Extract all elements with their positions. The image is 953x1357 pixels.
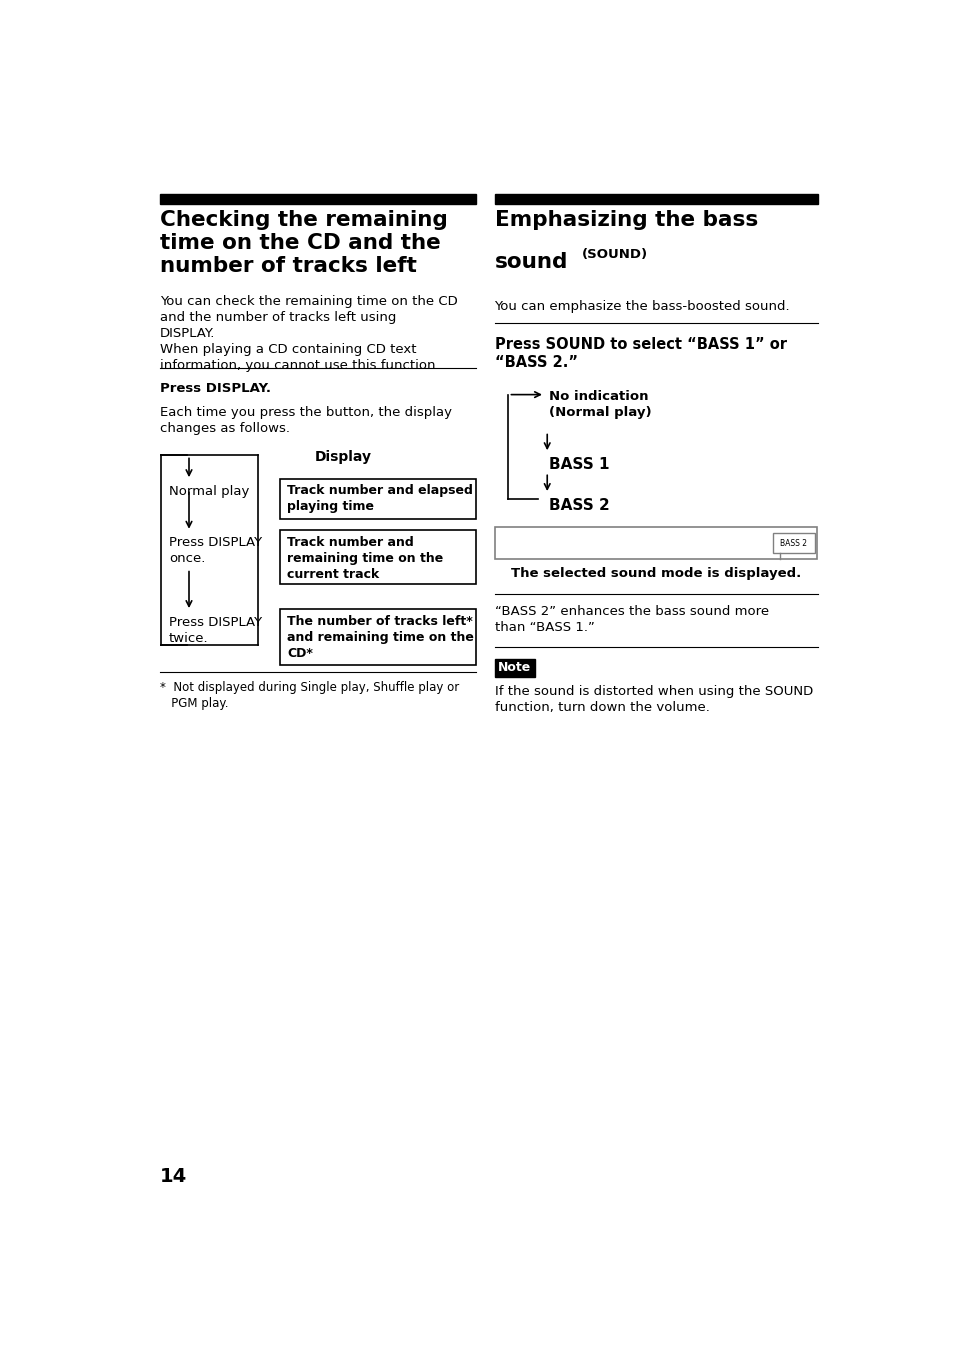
Text: Each time you press the button, the display
changes as follows.: Each time you press the button, the disp… [159,406,451,436]
Bar [494,527,816,559]
Text: “BASS 2” enhances the bass sound more
than “BASS 1.”: “BASS 2” enhances the bass sound more th… [494,605,768,634]
Text: BASS 2: BASS 2 [548,498,609,513]
Text: 14: 14 [159,1167,187,1186]
Text: Press DISPLAY
twice.: Press DISPLAY twice. [169,616,262,645]
Text: BASS 1: BASS 1 [548,457,609,472]
Text: No indication
(Normal play): No indication (Normal play) [548,389,651,419]
Bar [494,658,535,677]
Text: Track number and
remaining time on the
current track: Track number and remaining time on the c… [287,536,443,581]
Text: Press DISPLAY
once.: Press DISPLAY once. [169,536,262,566]
Text: Display: Display [314,451,371,464]
Text: Checking the remaining
time on the CD and the
number of tracks left: Checking the remaining time on the CD an… [159,210,447,277]
Text: The number of tracks left*
and remaining time on the
CD*: The number of tracks left* and remaining… [287,615,474,660]
Bar [279,531,476,584]
Text: Note: Note [497,661,531,674]
Bar [279,479,476,518]
Text: (SOUND): (SOUND) [581,248,647,262]
Text: The selected sound mode is displayed.: The selected sound mode is displayed. [511,567,801,579]
Text: You can emphasize the bass-boosted sound.: You can emphasize the bass-boosted sound… [494,300,789,313]
Text: sound: sound [494,252,567,273]
Bar [772,533,815,554]
Bar [159,194,476,204]
Text: Track number and elapsed
playing time: Track number and elapsed playing time [287,484,473,513]
Bar [494,194,818,204]
Bar [279,609,476,665]
Text: Normal play: Normal play [169,484,249,498]
Text: If the sound is distorted when using the SOUND
function, turn down the volume.: If the sound is distorted when using the… [494,685,812,714]
Text: Press DISPLAY.: Press DISPLAY. [159,381,271,395]
Text: Press SOUND to select “BASS 1” or
“BASS 2.”: Press SOUND to select “BASS 1” or “BASS … [494,337,785,370]
Text: BASS 2: BASS 2 [780,539,806,548]
Text: *  Not displayed during Single play, Shuffle play or
   PGM play.: * Not displayed during Single play, Shuf… [159,681,458,710]
Text: You can check the remaining time on the CD
and the number of tracks left using
D: You can check the remaining time on the … [159,294,456,372]
Text: Emphasizing the bass: Emphasizing the bass [494,210,757,229]
